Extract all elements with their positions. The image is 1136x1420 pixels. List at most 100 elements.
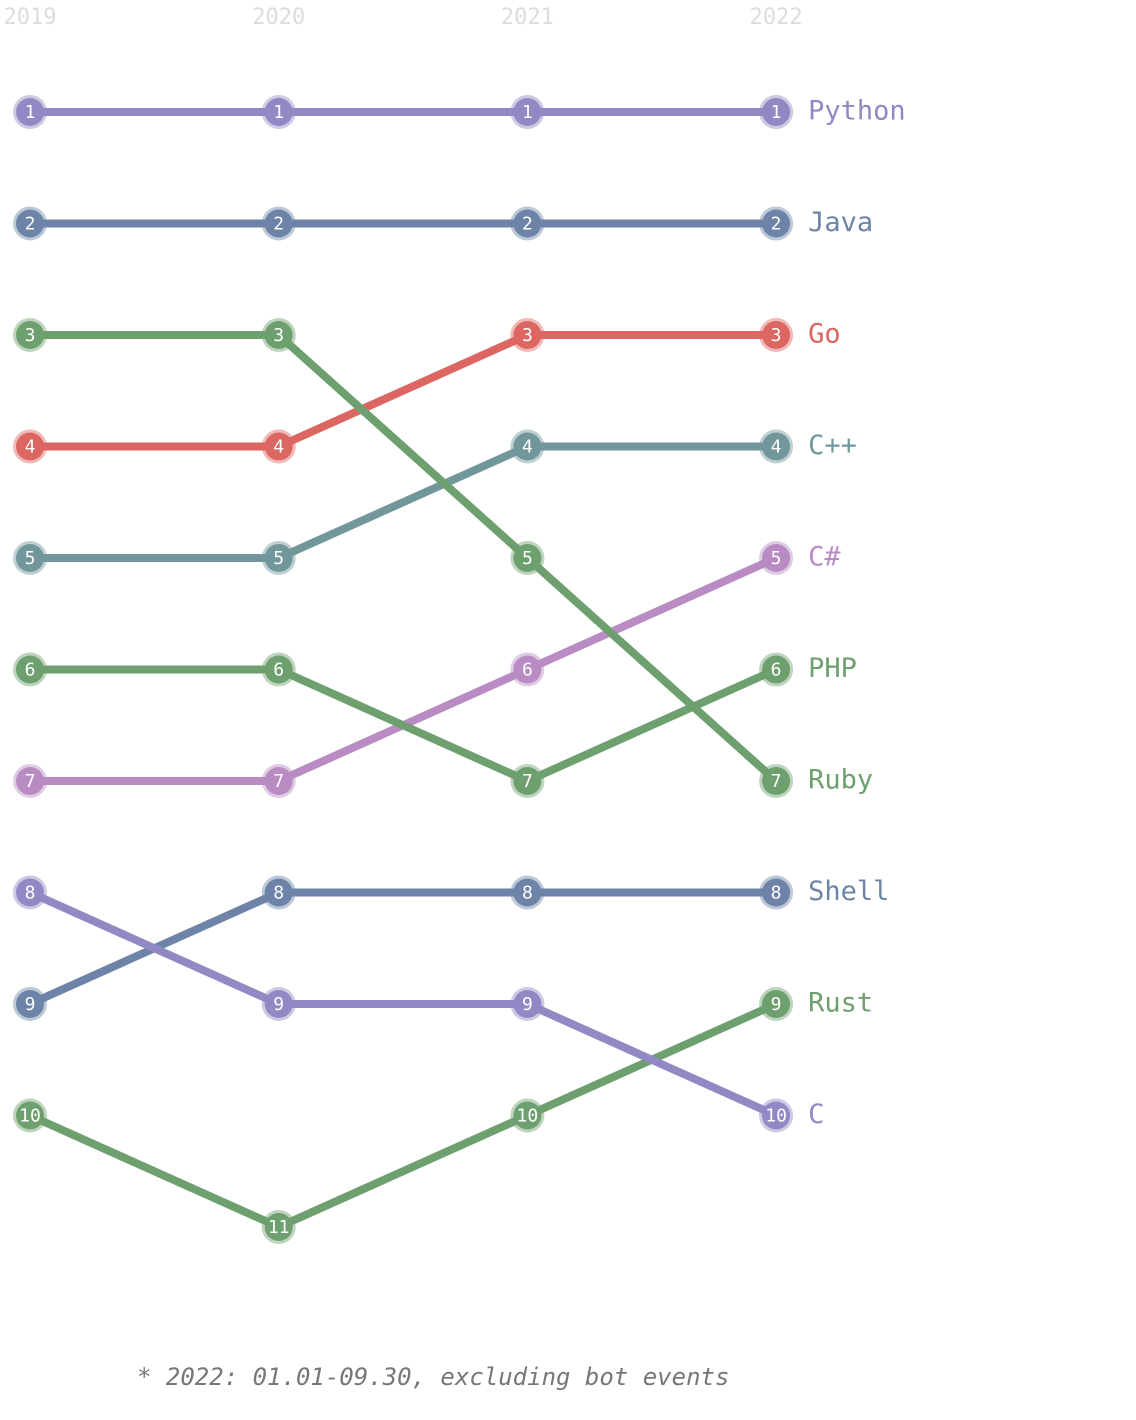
rank-label: 9 — [771, 994, 782, 1015]
rank-label: 4 — [771, 437, 782, 458]
rank-dot — [759, 875, 794, 910]
rank-label: 6 — [522, 660, 533, 681]
rank-label: 11 — [268, 1217, 290, 1238]
rank-label: 8 — [522, 883, 533, 904]
rank-label: 3 — [771, 325, 782, 346]
rank-label: 1 — [522, 102, 533, 123]
series-name: Ruby — [808, 765, 873, 796]
rank-dot — [13, 541, 47, 575]
rank-label: 8 — [25, 883, 36, 904]
rank-dot — [261, 429, 296, 464]
rank-dot — [759, 987, 794, 1021]
rank-label: 8 — [273, 883, 284, 904]
x-tick-label: 2019 — [4, 5, 57, 30]
rank-dot — [261, 764, 296, 798]
x-tick-label: 2022 — [750, 5, 803, 30]
rank-label: 5 — [25, 548, 36, 569]
rank-dot — [759, 1098, 794, 1133]
rank-dot — [759, 318, 794, 352]
rank-label: 4 — [25, 437, 36, 458]
chart-note: * 2022: 01.01-09.30, excluding bot event… — [137, 1363, 729, 1391]
rank-dot — [261, 206, 296, 241]
rank-label: 2 — [273, 214, 284, 235]
rank-label: 7 — [25, 771, 36, 792]
rank-dot — [510, 541, 545, 575]
rank-dot — [261, 652, 296, 687]
rank-dot — [510, 206, 545, 241]
series-name: Java — [808, 207, 873, 238]
rank-dot — [759, 206, 794, 241]
series-line — [28, 888, 778, 1120]
rank-label: 10 — [19, 1106, 41, 1127]
series-line — [30, 331, 779, 784]
rank-label: 4 — [273, 437, 284, 458]
series-name: C# — [808, 542, 841, 573]
rank-label: 9 — [522, 994, 533, 1015]
rank-label: 2 — [25, 214, 36, 235]
rank-dot — [510, 764, 545, 798]
rank-dot — [261, 95, 296, 129]
rank-label: 3 — [522, 325, 533, 346]
rank-dot — [13, 318, 47, 352]
rank-label: 10 — [517, 1106, 539, 1127]
series-name: Python — [808, 96, 906, 127]
rank-dot — [13, 652, 47, 687]
rank-label: 5 — [273, 548, 284, 569]
rank-label: 8 — [771, 883, 782, 904]
rank-label: 1 — [273, 102, 284, 123]
rank-label: 5 — [522, 548, 533, 569]
rank-label: 6 — [25, 660, 36, 681]
rank-dot — [759, 541, 794, 575]
rank-dot — [13, 95, 47, 129]
rank-dot — [759, 764, 794, 798]
rank-dot — [759, 652, 794, 687]
rank-label: 4 — [522, 437, 533, 458]
series-line — [28, 888, 777, 1008]
rank-dot — [13, 206, 47, 241]
rank-label: 6 — [771, 660, 782, 681]
series-line — [30, 442, 777, 562]
series-name: C++ — [808, 430, 857, 461]
rank-label: 2 — [522, 214, 533, 235]
series-line — [30, 665, 778, 785]
rank-dot — [261, 875, 296, 910]
rank-dot — [510, 652, 545, 687]
series-line — [28, 1000, 778, 1231]
lines — [28, 108, 779, 1231]
rank-dot — [510, 318, 545, 352]
rank-label: 3 — [273, 325, 284, 346]
rank-label: 2 — [771, 214, 782, 235]
rank-label: 9 — [273, 994, 284, 1015]
series-name: Go — [808, 319, 841, 350]
series-name: C — [808, 1099, 824, 1130]
rank-label: 10 — [765, 1106, 787, 1127]
rank-label: 6 — [273, 660, 284, 681]
rank-dot — [510, 875, 545, 910]
rank-dot — [510, 1098, 545, 1133]
rank-dot — [759, 95, 794, 129]
rank-dot — [261, 541, 296, 575]
rank-dot — [510, 429, 545, 464]
rank-label: 3 — [25, 325, 36, 346]
rank-dot — [510, 95, 545, 129]
rank-label: 7 — [771, 771, 782, 792]
x-tick-label: 2021 — [501, 5, 554, 30]
x-tick-label: 2020 — [252, 5, 305, 30]
series-line — [30, 331, 777, 451]
rank-dot — [13, 987, 47, 1021]
rank-label: 9 — [25, 994, 36, 1015]
series-name: Shell — [808, 876, 889, 907]
rank-dot — [13, 1098, 47, 1133]
series-name: Rust — [808, 988, 873, 1019]
rank-label: 7 — [522, 771, 533, 792]
rank-label: 5 — [771, 548, 782, 569]
series-name: PHP — [808, 653, 857, 684]
rank-dot — [13, 429, 47, 464]
rank-dot — [13, 875, 47, 910]
rank-label: 1 — [25, 102, 36, 123]
rank-dot — [510, 987, 545, 1021]
rank-label: 1 — [771, 102, 782, 123]
rank-dot — [261, 1210, 296, 1244]
